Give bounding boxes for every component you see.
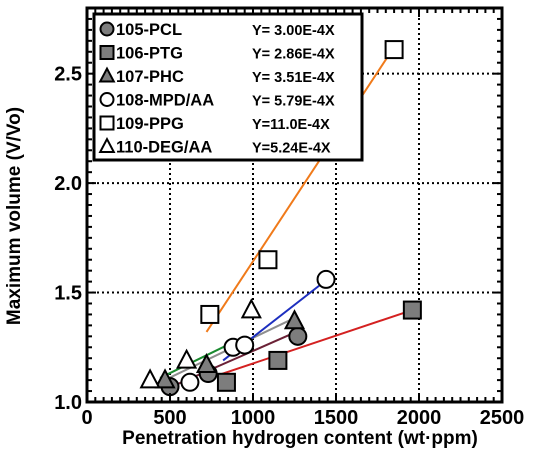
point-108-mpd-aa [316, 269, 336, 289]
legend-equation-107-phc: Y= 3.51E-4X [252, 70, 335, 86]
x-tick-label: 500 [153, 407, 186, 429]
legend-marker-109-ppg [99, 115, 115, 131]
point-108-mpd-aa [235, 335, 255, 355]
point-106-ptg [268, 350, 288, 370]
point-107-phc [195, 352, 218, 374]
point-110-deg-aa [176, 348, 198, 369]
legend-marker-107-phc [98, 66, 116, 83]
point-108-mpd-aa [180, 372, 200, 392]
legend-label-105-pcl: 105-PCL [116, 21, 182, 39]
y-axis-label: Maximum volume (V/Vo) [4, 107, 25, 325]
legend-label-106-ptg: 106-PTG [116, 45, 183, 63]
point-106-ptg [402, 300, 422, 320]
legend-equation-109-ppg: Y=11.0E-4X [252, 117, 330, 133]
legend-label-110-deg-aa: 110-DEG/AA [116, 139, 212, 157]
fit-line-106-ptg [209, 309, 413, 379]
point-106-ptg [216, 372, 236, 392]
y-tick-label: 1.0 [54, 392, 82, 414]
legend-label-108-mpd-aa: 108-MPD/AA [116, 92, 214, 110]
x-tick-label: 2500 [480, 407, 525, 429]
tick-labels: 0 500 1000 1500 2000 2500 1.0 1.5 2.0 2.5 [54, 64, 524, 429]
legend-equation-105-pcl: Y= 3.00E-4X [252, 23, 335, 39]
x-tick-label: 1500 [314, 407, 359, 429]
point-110-deg-aa [240, 298, 262, 319]
legend-marker-106-ptg [99, 45, 115, 60]
legend-label-109-ppg: 109-PPG [116, 115, 184, 133]
x-tick-label: 1000 [231, 407, 276, 429]
legend-marker-105-pcl [99, 21, 115, 37]
axis-ticks [86, 7, 503, 403]
legend-equation-110-deg-aa: Y=5.24E-4X [252, 141, 331, 157]
legend-marker-110-deg-aa [98, 136, 116, 154]
legend-box [92, 12, 364, 162]
legend-label-107-phc: 107-PHC [116, 68, 184, 86]
point-107-phc [283, 309, 306, 330]
point-105-pcl [288, 326, 308, 346]
x-tick-label: 0 [81, 407, 92, 429]
point-109-ppg [384, 40, 404, 60]
point-107-phc [154, 368, 176, 389]
point-109-ppg [258, 250, 278, 270]
x-axis-label: Penetration hydrogen content (wt·ppm) [122, 428, 478, 449]
y-tick-label: 2.0 [54, 173, 82, 195]
legend-marker-108-mpd-aa [99, 92, 115, 107]
y-tick-label: 1.5 [54, 283, 82, 305]
legend: 105-PCL Y= 3.00E-4X 106-PTG Y= 2.86E-4X 107-… [92, 12, 364, 162]
point-109-ppg [200, 304, 220, 324]
point-110-deg-aa [139, 368, 161, 389]
y-tick-label: 2.5 [54, 64, 82, 86]
legend-equation-106-ptg: Y= 2.86E-4X [252, 47, 335, 63]
x-tick-label: 2000 [397, 407, 442, 429]
legend-equation-108-mpd-aa: Y= 5.79E-4X [252, 94, 335, 110]
